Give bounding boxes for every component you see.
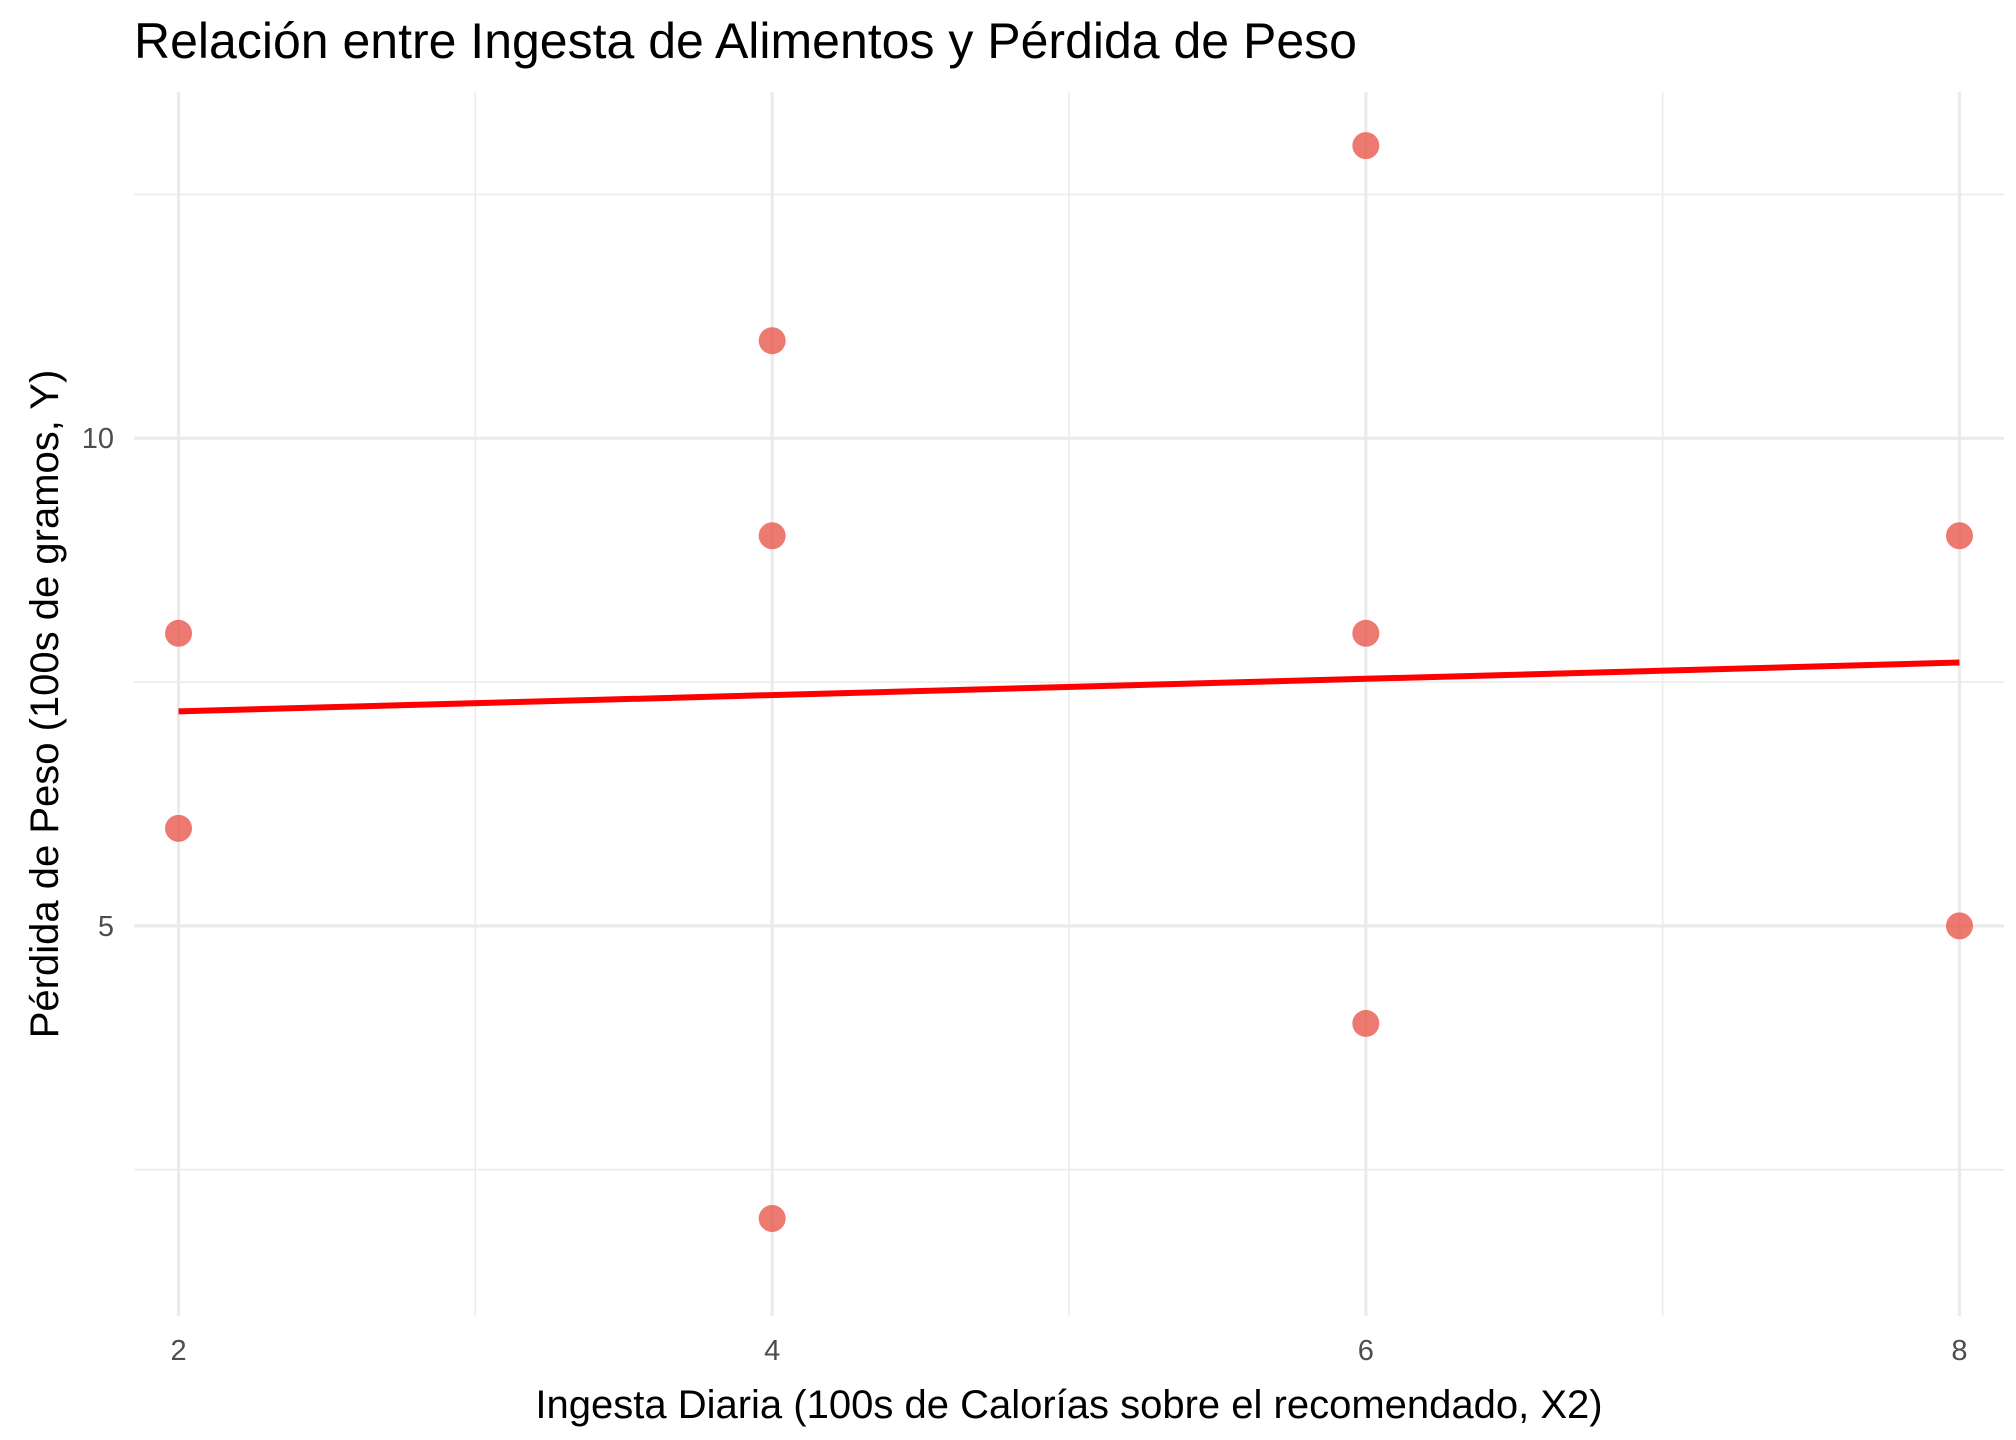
x-tick-label: 2: [170, 1335, 186, 1367]
y-tick-label: 5: [98, 911, 114, 943]
tick-labels: 2 4 6 8 5 10: [82, 423, 1968, 1367]
points-layer: [165, 132, 1973, 1232]
data-point: [1352, 132, 1380, 160]
data-point: [1352, 1009, 1380, 1037]
data-point: [758, 522, 786, 550]
data-point: [1352, 619, 1380, 647]
regression-line: [178, 659, 1960, 715]
data-point: [758, 327, 786, 355]
x-tick-label: 6: [1358, 1335, 1374, 1367]
x-axis-title: Ingesta Diaria (100s de Calorías sobre e…: [535, 1383, 1602, 1427]
grid: [134, 92, 2004, 1316]
chart-title: Relación entre Ingesta de Alimentos y Pé…: [134, 13, 1357, 69]
data-point: [1945, 912, 1973, 940]
data-point: [165, 814, 193, 842]
data-point: [165, 619, 193, 647]
data-point: [758, 1204, 786, 1232]
y-axis-title: Pérdida de Peso (100s de gramos, Y): [23, 370, 67, 1039]
x-tick-label: 8: [1951, 1335, 1967, 1367]
fit-line-layer: [178, 659, 1960, 715]
data-point: [1945, 522, 1973, 550]
y-tick-label: 10: [82, 423, 114, 455]
x-tick-label: 4: [764, 1335, 780, 1367]
